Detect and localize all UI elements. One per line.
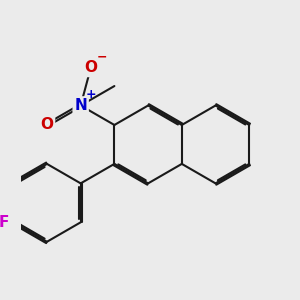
Text: N: N [74,98,87,113]
Text: F: F [0,215,9,230]
Text: O: O [84,60,97,75]
Text: +: + [86,88,96,100]
Text: −: − [97,51,107,64]
Text: O: O [40,118,53,133]
